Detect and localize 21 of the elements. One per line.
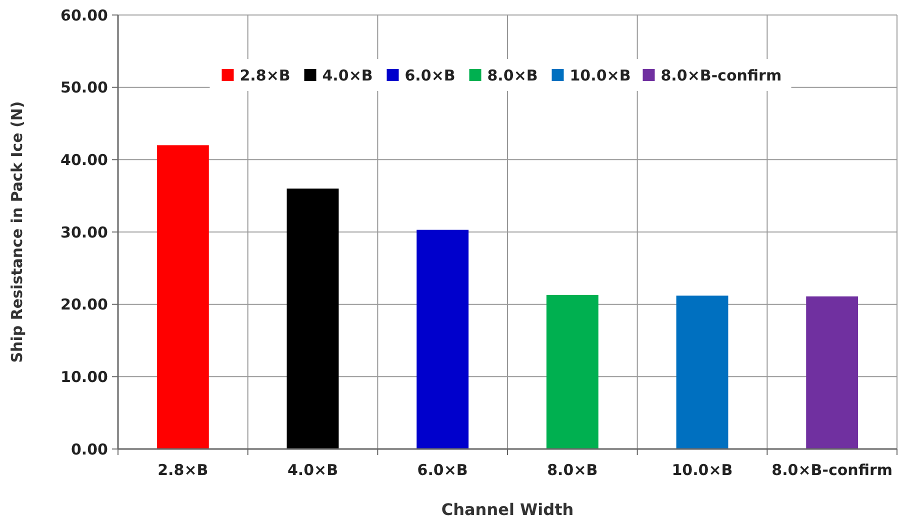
x-tick-label: 8.0×B-confirm [772,461,892,479]
legend-label: 10.0×B [570,66,631,84]
x-tick-label: 4.0×B [287,461,338,479]
x-axis-title: Channel Width [441,500,574,519]
legend-label: 2.8×B [240,66,290,84]
legend-label: 8.0×B [487,66,538,84]
x-tick-label: 6.0×B [417,461,468,479]
y-tick-label: 0.00 [70,440,108,458]
y-tick-label: 10.00 [60,368,108,386]
y-axis-title: Ship Resistance in Pack Ice (N) [8,101,26,363]
x-tick-label: 8.0×B [547,461,598,479]
y-tick-label: 60.00 [60,6,108,24]
y-tick-label: 20.00 [60,296,108,314]
legend-label: 8.0×B-confirm [660,66,782,84]
legend-label: 6.0×B [404,66,456,84]
x-tick-label: 10.0×B [672,461,733,479]
y-tick-label: 30.00 [60,223,108,242]
x-tick-label: 2.8×B [158,461,208,479]
y-tick-label: 50.00 [60,78,108,97]
y-tick-label: 40.00 [60,150,108,169]
legend-label: 4.0×B [322,66,373,84]
